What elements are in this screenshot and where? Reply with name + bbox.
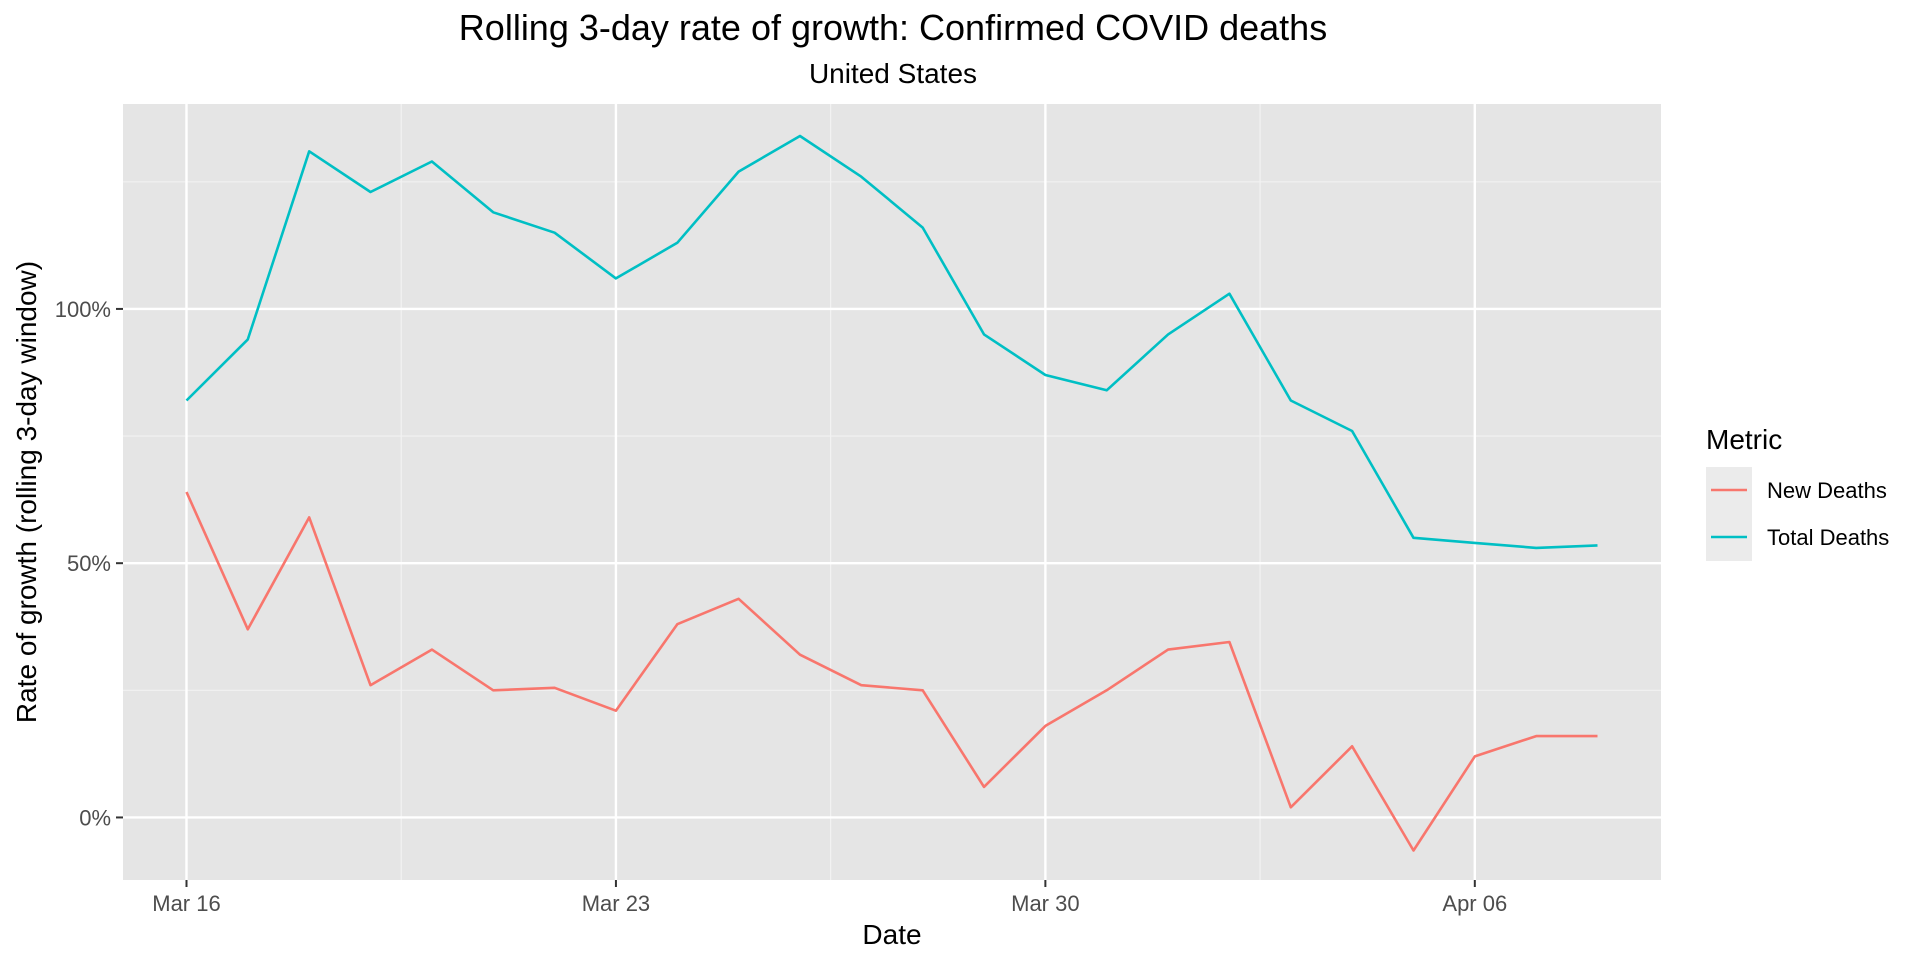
series-layer: [185, 134, 1598, 852]
y-tick-label: 0%: [79, 805, 111, 830]
axis-ticks: Mar 16 Mar 23 Mar 30 Apr 06 0% 50% 100%: [55, 297, 1508, 916]
y-tick-label: 50%: [67, 551, 111, 576]
legend-items: New Deaths Total Deaths: [1711, 478, 1889, 550]
legend-keys-background: [1706, 467, 1752, 561]
x-tick-label: Mar 23: [582, 891, 650, 916]
legend: Metric New Deaths Total Deaths: [1706, 424, 1889, 561]
series-line-new-deaths: [185, 491, 1598, 852]
major-gridlines: [123, 104, 1661, 880]
chart-subtitle: United States: [809, 58, 977, 89]
x-axis-title: Date: [862, 919, 921, 950]
y-axis-title: Rate of growth (rolling 3-day window): [11, 261, 42, 723]
legend-title: Metric: [1706, 424, 1782, 455]
minor-gridlines: [123, 104, 1661, 880]
chart-title: Rolling 3-day rate of growth: Confirmed …: [459, 7, 1327, 48]
x-tick-label: Mar 30: [1011, 891, 1079, 916]
series-line-total-deaths: [185, 134, 1598, 550]
legend-label-total-deaths: Total Deaths: [1767, 525, 1889, 550]
x-tick-label: Apr 06: [1442, 891, 1507, 916]
legend-label-new-deaths: New Deaths: [1767, 478, 1887, 503]
y-tick-label: 100%: [55, 297, 111, 322]
plot-panel: [123, 104, 1661, 880]
x-tick-label: Mar 16: [152, 891, 220, 916]
